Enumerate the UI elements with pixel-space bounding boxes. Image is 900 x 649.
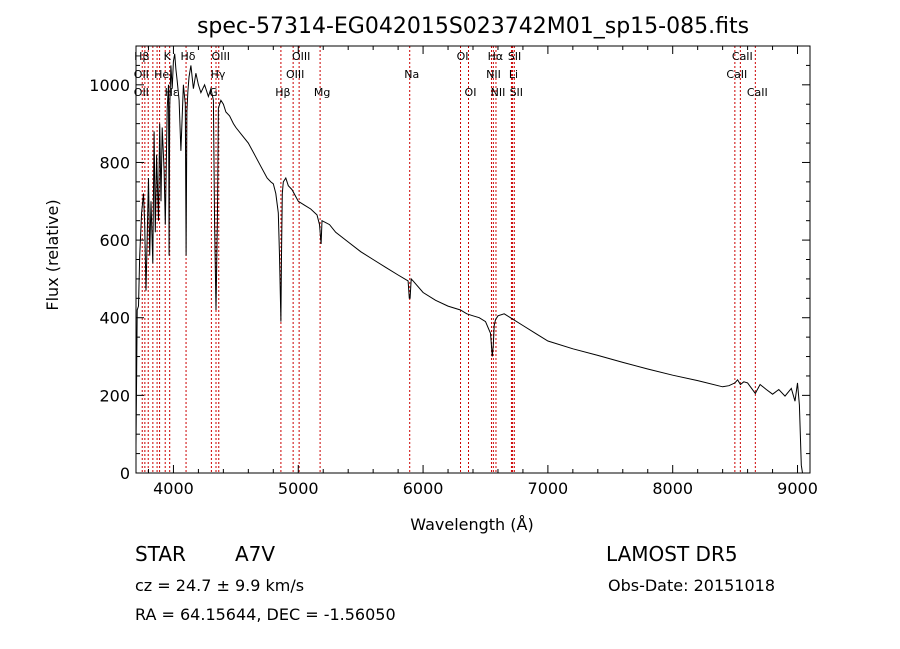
y-tick-label: 0 — [120, 464, 130, 483]
x-tick-label: 8000 — [652, 479, 693, 498]
chart-title: spec-57314-EG042015S023742M01_sp15-085.f… — [197, 14, 749, 39]
survey-name: LAMOST DR5 — [606, 542, 738, 566]
marker-label: NII — [491, 86, 506, 99]
marker-label: OII — [134, 86, 149, 99]
x-tick-label: 5000 — [278, 479, 319, 498]
marker-label: Mg — [314, 86, 330, 99]
marker-label: He — [154, 68, 169, 81]
marker-label: SII — [508, 50, 521, 63]
y-tick-label: 400 — [99, 309, 130, 328]
marker-label: Li — [509, 68, 518, 81]
marker-label: K — [164, 50, 172, 63]
marker-label: Na — [404, 68, 419, 81]
marker-label: SII — [510, 86, 523, 99]
marker-label: Hβ — [134, 50, 149, 63]
y-tick-label: 600 — [99, 231, 130, 250]
marker-label: CaII — [732, 50, 753, 63]
object-class: STAR — [135, 542, 186, 566]
y-axis-label: Flux (relative) — [43, 199, 62, 310]
marker-label: OIII — [212, 50, 230, 63]
marker-label: OI — [457, 50, 469, 63]
marker-label: G — [209, 86, 218, 99]
x-axis-label: Wavelength (Å) — [410, 515, 533, 534]
plot-area: 4000 5000 6000 7000 8000 9000 0 200 400 600 800 100… — [89, 45, 818, 498]
x-tick-label: 6000 — [403, 479, 444, 498]
marker-label: Hγ — [211, 68, 226, 81]
marker-label: OI — [465, 86, 477, 99]
marker-label: CaII — [726, 68, 747, 81]
x-tick-label: 7000 — [528, 479, 569, 498]
object-subclass: A7V — [235, 542, 275, 566]
plot-frame — [135, 45, 811, 474]
obs-date: Obs-Date: 20151018 — [608, 576, 775, 595]
marker-label: Hβ — [275, 86, 290, 99]
coordinates: RA = 64.15644, DEC = -1.56050 — [135, 605, 396, 624]
spectrum-series-line — [135, 53, 803, 474]
marker-label: Hα — [488, 50, 504, 63]
y-tick-label: 1000 — [89, 76, 130, 95]
marker-label: CaII — [747, 86, 768, 99]
y-tick-label: 800 — [99, 153, 130, 172]
marker-label: NII — [486, 68, 501, 81]
marker-label: OII — [134, 68, 149, 81]
marker-label: OIII — [292, 50, 310, 63]
marker-label: Hδ — [181, 50, 196, 63]
redshift-text: cz = 24.7 ± 9.9 km/s — [135, 576, 304, 595]
x-tick-label: 9000 — [777, 479, 818, 498]
y-tick-label: 200 — [99, 386, 130, 405]
marker-label: OIII — [286, 68, 304, 81]
x-tick-label: 4000 — [153, 479, 194, 498]
